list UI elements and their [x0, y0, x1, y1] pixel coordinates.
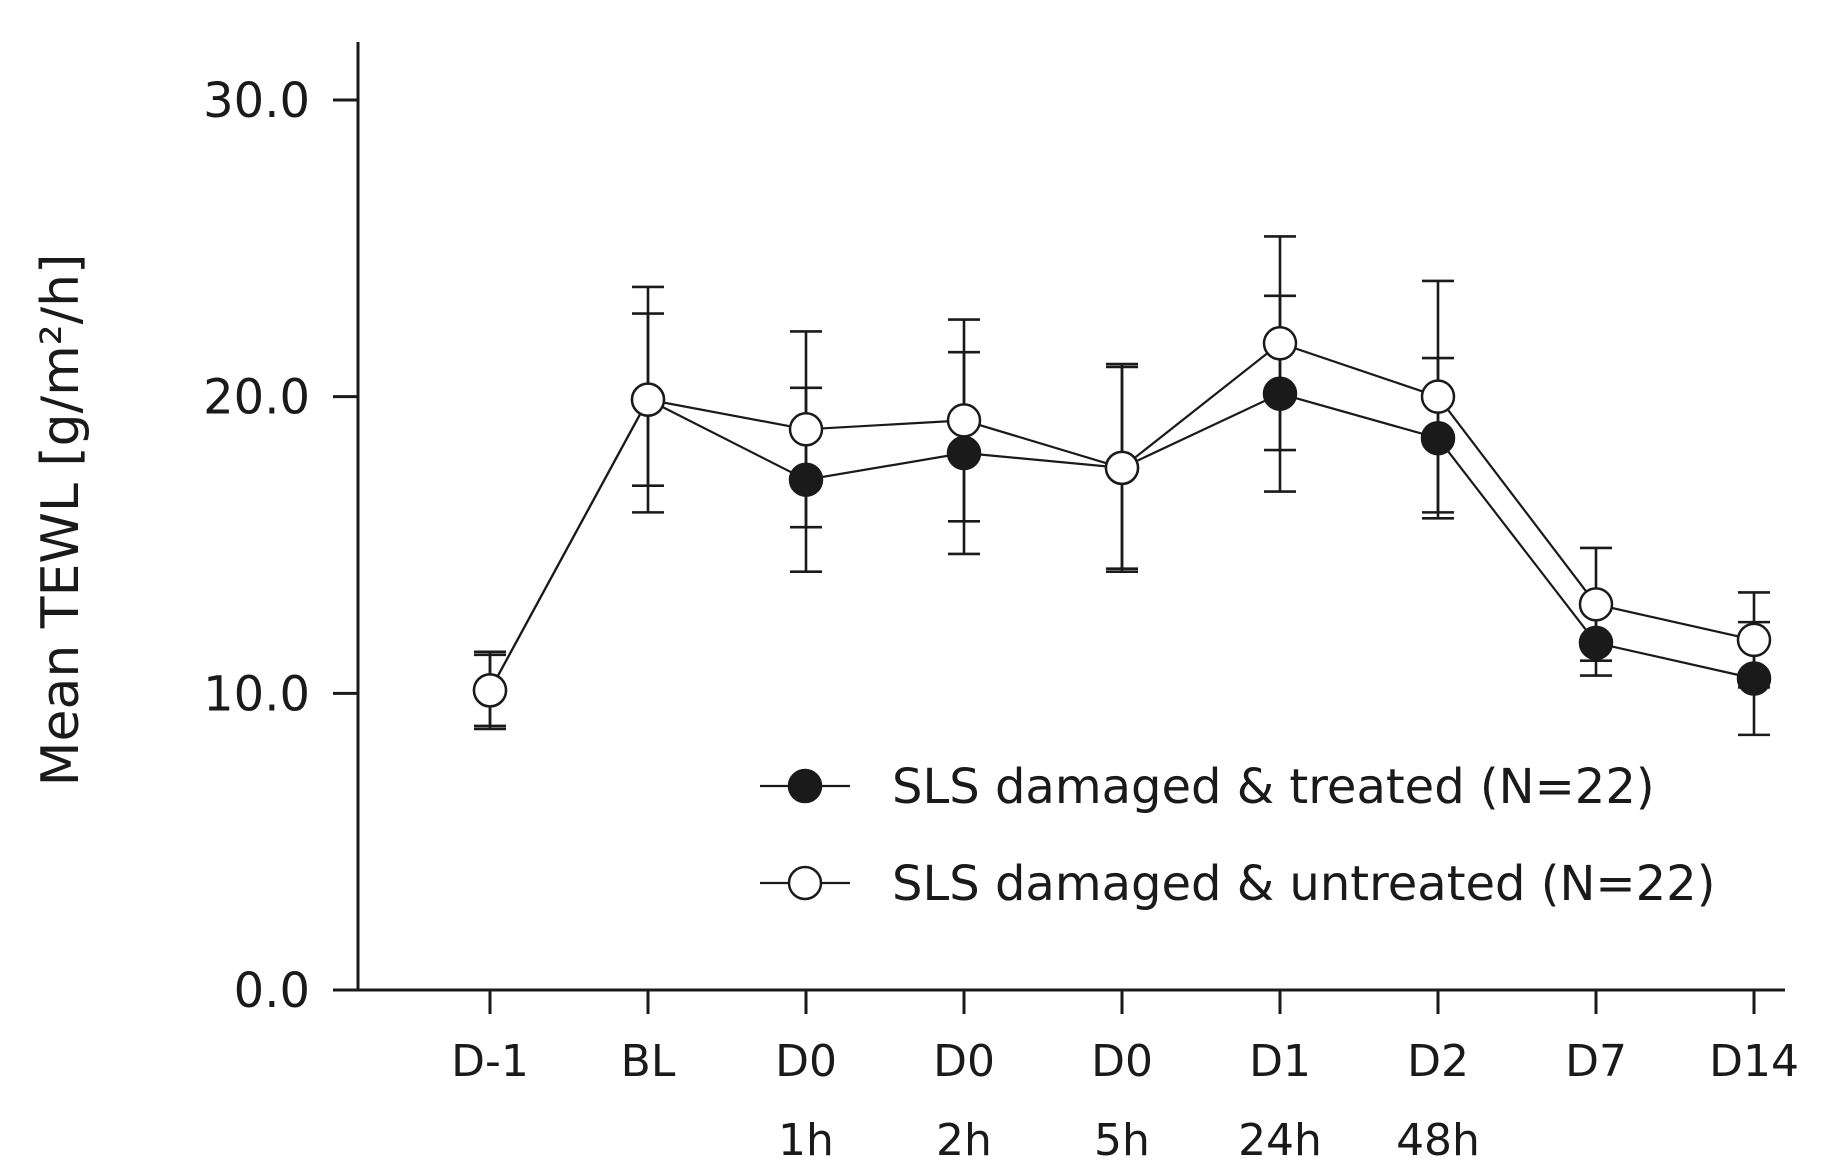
series-layer [472, 235, 1772, 737]
y-ticks: 0.0 10.0 20.0 30.0 [203, 73, 358, 1019]
x-tick-label: D7 [1565, 1036, 1627, 1087]
y-axis-label-group: Mean TEWL [g/m²/h] [31, 254, 91, 787]
data-point-treated [1736, 661, 1772, 696]
data-point-treated [1578, 625, 1614, 661]
x-tick-label: D14 [1709, 1036, 1799, 1087]
axes [333, 42, 1785, 992]
data-point-untreated [1104, 450, 1140, 486]
legend-item-untreated: SLS damaged & untreated (N=22) [760, 856, 1715, 912]
data-point-untreated [1262, 326, 1298, 361]
x-tick-label: D2 [1407, 1036, 1469, 1087]
x-tick-label: D1 [1249, 1036, 1311, 1087]
data-point-untreated [1420, 379, 1456, 414]
x-tick-label: D0 [1091, 1036, 1153, 1087]
x-ticks: D-1 BL D0 1h D0 2h D0 5h D1 24h D2 48h D7 D14 [451, 990, 1799, 1166]
y-axis-label: Mean TEWL [g/m²/h] [31, 254, 91, 787]
data-point-untreated [630, 382, 666, 417]
x-tick-label: BL [621, 1036, 676, 1087]
data-point-untreated [1578, 587, 1614, 622]
x-tick-label: D0 [933, 1036, 995, 1087]
y-tick-label: 20.0 [203, 370, 310, 426]
y-tick-label: 30.0 [203, 73, 310, 129]
data-point-untreated [788, 412, 824, 447]
data-point-treated [946, 435, 982, 471]
x-tick-sublabel: 48h [1396, 1115, 1480, 1166]
x-tick-sublabel: 1h [778, 1115, 834, 1166]
legend-label-untreated: SLS damaged & untreated (N=22) [892, 856, 1715, 912]
x-tick-sublabel: 5h [1094, 1115, 1150, 1166]
data-point-treated [1420, 420, 1456, 456]
data-point-untreated [472, 673, 508, 708]
legend-marker-filled [787, 768, 823, 804]
data-point-treated [788, 462, 824, 497]
x-tick-sublabel: 24h [1238, 1115, 1322, 1166]
legend-marker-open [787, 865, 823, 901]
data-point-untreated [946, 403, 982, 438]
x-tick-label: D-1 [451, 1036, 529, 1087]
data-point-treated [1262, 376, 1298, 411]
legend-label-treated: SLS damaged & treated (N=22) [892, 759, 1655, 815]
x-tick-label: D0 [775, 1036, 837, 1087]
y-tick-label: 0.0 [234, 963, 310, 1019]
data-point-untreated [1736, 622, 1772, 658]
legend: SLS damaged & treated (N=22) SLS damaged… [760, 759, 1715, 912]
legend-item-treated: SLS damaged & treated (N=22) [760, 759, 1655, 815]
y-tick-label: 10.0 [203, 666, 310, 722]
x-tick-sublabel: 2h [936, 1115, 992, 1166]
